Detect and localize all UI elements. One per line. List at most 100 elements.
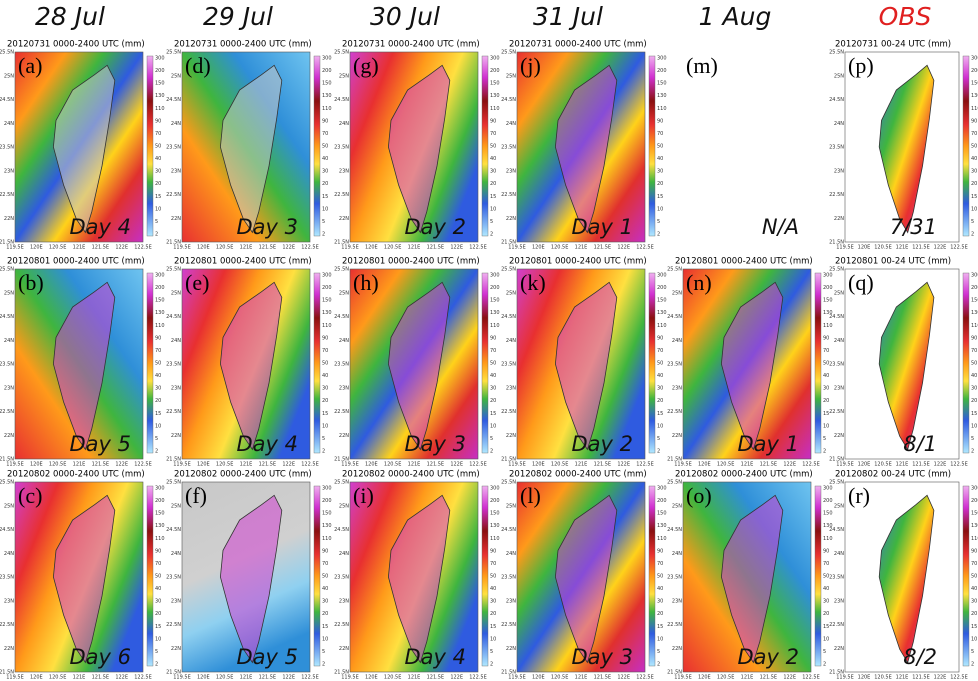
taiwan-outline	[554, 494, 618, 664]
lon-tick: 120.5E	[384, 245, 401, 251]
lon-tick: 121.5E	[259, 245, 276, 251]
lat-tick: 25.5N	[501, 267, 516, 273]
lat-tick: 25N	[506, 290, 516, 296]
lat-tick: 25N	[339, 290, 349, 296]
lat-tick: 25N	[339, 503, 349, 509]
colorbar-tick: 5	[155, 436, 158, 442]
colorbar-tick: 130	[322, 93, 332, 99]
colorbar-tick: 2	[490, 449, 493, 455]
taiwan-outline	[387, 64, 451, 234]
lon-tick: 122.5E	[301, 462, 318, 468]
lon-tick: 121E	[240, 245, 253, 251]
lon-tick: 119.5E	[6, 245, 23, 251]
lat-tick: 22N	[171, 216, 181, 222]
lon-tick: 119.5E	[508, 462, 525, 468]
colorbar-tick: 10	[823, 636, 829, 642]
lat-tick: 25.5N	[166, 267, 181, 273]
lat-tick: 25N	[171, 503, 181, 509]
lon-tick: 122.5E	[950, 675, 967, 681]
lon-tick: 119.5E	[341, 245, 358, 251]
colorbar-tick: 40	[155, 373, 161, 379]
colorbar-tick: 90	[322, 118, 328, 124]
colorbar-tick: 30	[823, 599, 829, 605]
lon-tick: 119.5E	[6, 675, 23, 681]
colorbar-tick: 300	[322, 273, 332, 279]
lat-tick: 23N	[4, 385, 14, 391]
lat-tick: 22N	[672, 646, 682, 652]
colorbar-tick: 2	[490, 662, 493, 668]
lon-tick: 121.5E	[594, 462, 611, 468]
lat-tick: 22N	[672, 433, 682, 439]
colorbar	[814, 485, 822, 667]
lat-tick: 25N	[834, 73, 844, 79]
colorbar-tick: 300	[155, 486, 165, 492]
taiwan-outline	[52, 64, 116, 234]
colorbar-tick: 20	[971, 611, 977, 617]
colorbar-tick: 20	[971, 181, 977, 187]
lat-tick: 25.5N	[0, 50, 14, 56]
colorbar-tick: 70	[155, 131, 161, 137]
colorbar-tick: 20	[322, 398, 328, 404]
lat-tick: 24N	[834, 121, 844, 127]
colorbar-tick: 300	[971, 486, 978, 492]
lat-tick: 25N	[4, 73, 14, 79]
colorbar-tick: 70	[971, 348, 977, 354]
panel-label: (m)	[686, 53, 718, 78]
lon-tick: 120E	[365, 675, 378, 681]
lon-tick: 120E	[197, 462, 210, 468]
colorbar-tick: 50	[971, 574, 977, 580]
colorbar-tick: 110	[155, 536, 165, 542]
colorbar-tick: 50	[155, 361, 161, 367]
colorbar-tick: 50	[490, 144, 496, 150]
colorbar-tick: 5	[971, 649, 974, 655]
colorbar-tick: 5	[155, 649, 158, 655]
lon-tick: 119.5E	[6, 462, 23, 468]
colorbar-tick: 30	[971, 599, 977, 605]
lon-tick: 122E	[282, 245, 295, 251]
colorbar-tick: 300	[971, 273, 978, 279]
colorbar-tick: 200	[971, 285, 978, 291]
lat-tick: 23N	[339, 168, 349, 174]
colorbar-tick: 30	[823, 386, 829, 392]
lat-tick: 24N	[506, 338, 516, 344]
panel-label: (c)	[18, 483, 42, 508]
colorbar-tick: 90	[657, 548, 663, 554]
colorbar-tick: 2	[971, 232, 974, 238]
colorbar-tick: 110	[657, 536, 667, 542]
colorbar-tick: 130	[657, 310, 667, 316]
lat-tick: 21.5N	[166, 240, 181, 246]
lat-tick: 25.5N	[166, 50, 181, 56]
lon-tick: 119.5E	[836, 245, 853, 251]
lat-tick: 25N	[4, 503, 14, 509]
lat-tick: 23.5N	[0, 575, 14, 581]
colorbar-tick: 300	[823, 273, 833, 279]
taiwan-outline	[387, 281, 451, 451]
colorbar-tick: 90	[657, 335, 663, 341]
colorbar-tick: 5	[657, 436, 660, 442]
colorbar-tick: 130	[971, 310, 978, 316]
panel-title: 20120801 0000-2400 UTC (mm)	[509, 257, 647, 267]
lat-tick: 24N	[171, 121, 181, 127]
colorbar-tick: 10	[657, 636, 663, 642]
lon-tick: 122.5E	[134, 462, 151, 468]
colorbar	[962, 55, 970, 237]
colorbar-tick: 50	[971, 144, 977, 150]
lon-tick: 121.5E	[760, 462, 777, 468]
lon-tick: 121.5E	[912, 245, 929, 251]
colorbar-tick: 20	[155, 611, 161, 617]
colorbar-tick: 15	[657, 411, 663, 417]
colorbar-tick: 70	[971, 561, 977, 567]
colorbar-tick: 300	[971, 56, 978, 62]
colorbar-tick: 200	[490, 285, 500, 291]
colorbar-tick: 130	[971, 93, 978, 99]
colorbar-tick: 10	[322, 206, 328, 212]
lat-tick: 25N	[506, 503, 516, 509]
lat-tick: 25N	[834, 503, 844, 509]
lat-tick: 22N	[339, 646, 349, 652]
colorbar-tick: 5	[322, 219, 325, 225]
colorbar-tick: 5	[490, 219, 493, 225]
colorbar-tick: 15	[490, 624, 496, 630]
colorbar-tick: 200	[657, 68, 667, 74]
panel-title: 20120801 0000-2400 UTC (mm)	[174, 257, 312, 267]
